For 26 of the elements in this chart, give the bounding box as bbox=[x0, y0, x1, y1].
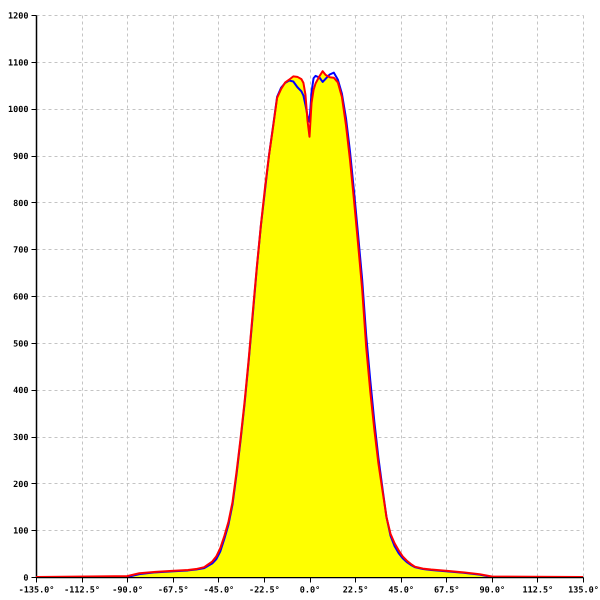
y-tick-label: 600 bbox=[13, 292, 28, 302]
x-tick-label: -135.0° bbox=[18, 586, 54, 596]
y-tick-label: 400 bbox=[13, 386, 28, 396]
y-tick-label: 300 bbox=[13, 433, 28, 443]
y-tick-label: 1200 bbox=[8, 12, 28, 22]
y-tick-label: 800 bbox=[13, 198, 28, 209]
x-tick-label: -112.5° bbox=[64, 586, 100, 596]
x-tick-label: 45.0° bbox=[388, 586, 414, 596]
y-tick-label: 700 bbox=[13, 246, 28, 256]
y-tick-label: 900 bbox=[13, 152, 28, 162]
x-tick-label: 112.5° bbox=[522, 586, 554, 596]
x-tick-label: 135.0° bbox=[568, 586, 599, 596]
x-tick-label: -67.5° bbox=[158, 586, 189, 596]
x-tick-label: 90.0° bbox=[480, 586, 506, 596]
y-tick-label: 100 bbox=[13, 526, 28, 537]
y-tick-label: 1000 bbox=[8, 105, 28, 116]
y-tick-label: 1100 bbox=[8, 58, 28, 68]
x-tick-label: 22.5° bbox=[342, 586, 368, 596]
y-tick-label: 0 bbox=[23, 574, 28, 584]
x-tick-label: -22.5° bbox=[249, 586, 280, 596]
x-tick-label: -90.0° bbox=[112, 586, 144, 596]
x-tick-label: 0.0° bbox=[300, 586, 320, 596]
y-tick-label: 200 bbox=[13, 480, 28, 490]
x-tick-label: 67.5° bbox=[434, 586, 460, 596]
x-tick-label: -45.0° bbox=[203, 586, 234, 596]
y-tick-label: 500 bbox=[13, 339, 28, 350]
